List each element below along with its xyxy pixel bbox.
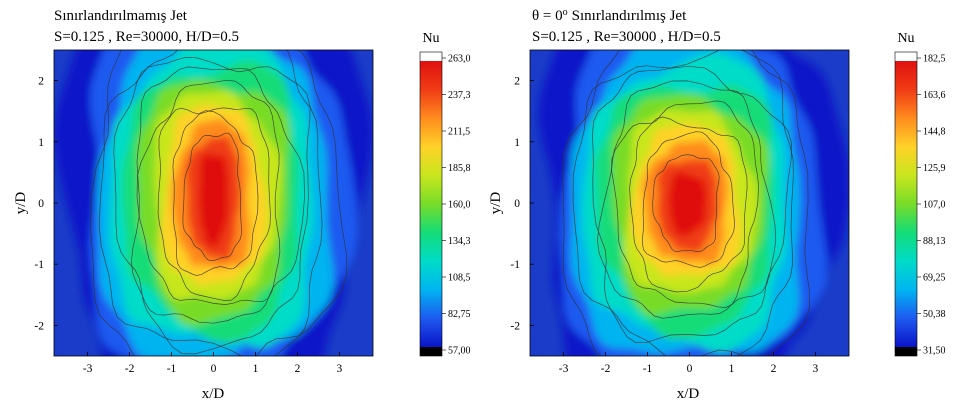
x-tick-label: 0 <box>211 363 217 375</box>
contour-line <box>597 80 777 319</box>
x-tick-label: -1 <box>167 363 177 375</box>
x-tick-label: 2 <box>295 363 301 375</box>
contour-line <box>642 131 735 268</box>
x-tick-label: 3 <box>813 363 819 375</box>
colorbar-tick-label: 108,5 <box>448 273 471 284</box>
colorbar-tick-label: 50,38 <box>923 309 946 320</box>
y-tick-label: 0 <box>38 198 44 210</box>
y-tick-label: -1 <box>510 259 520 271</box>
title-theta: θ = 0 <box>532 8 563 24</box>
colorbar-tick-label: 211,5 <box>448 127 470 138</box>
x-tick-label: 1 <box>729 363 735 375</box>
panel-title: Sınırlandırılmamış Jet <box>54 8 188 24</box>
colorbar-ticks: 182,5 163,6 144,8 125,9 107,0 88,13 69,25 50,38… <box>917 54 946 357</box>
x-axis-label: x/D <box>202 386 225 402</box>
x-ticks: -3 -2 -1 0 1 2 3 <box>559 352 819 375</box>
y-tick-label: -1 <box>34 259 44 271</box>
colorbar-tick-label: 237,3 <box>448 90 471 101</box>
colorbar-tick-label: 144,8 <box>923 127 946 138</box>
x-axis-label: x/D <box>677 386 700 402</box>
contour-line <box>611 100 759 308</box>
x-tick-label: 0 <box>687 363 693 375</box>
contour-line <box>572 50 794 356</box>
y-tick-label: -2 <box>510 320 520 332</box>
x-tick-label: -2 <box>125 363 135 375</box>
contour-line <box>629 116 748 293</box>
x-tick-label: -3 <box>559 363 569 375</box>
y-tick-label: -2 <box>34 320 44 332</box>
colorbar-tick-label: 69,25 <box>923 273 946 284</box>
contour-line <box>113 56 311 355</box>
contour-line <box>98 50 323 356</box>
contour-lines <box>562 50 810 356</box>
contour-line <box>652 154 720 252</box>
colorbar-tick-label: 160,0 <box>448 200 471 211</box>
contour-line <box>172 110 259 276</box>
y-ticks: -2 -1 0 1 2 <box>510 76 534 332</box>
y-tick-label: 2 <box>514 76 520 88</box>
y-tick-label: 1 <box>514 137 520 149</box>
panel-subtitle: S=0.125 , Re=30000 , H/D=0.5 <box>532 29 721 45</box>
colorbar-tick-label: 125,9 <box>923 163 946 174</box>
panel-unconfined: Sınırlandırılmamış Jet S=0.125 , Re=3000… <box>13 8 471 402</box>
colorbar-tick-label: 88,13 <box>923 236 946 247</box>
x-tick-label: -2 <box>601 363 611 375</box>
y-axis-label: y/D <box>488 192 504 215</box>
contour-line <box>182 132 242 261</box>
colorbar-ticks: 263,0 237,3 211,5 185,8 160,0 134,3 108,5 82,75… <box>442 54 471 357</box>
y-ticks: -2 -1 0 1 2 <box>34 76 58 332</box>
x-tick-label: 3 <box>337 363 343 375</box>
heatmap-band <box>198 151 229 248</box>
colorbar-label: Nu <box>897 31 914 46</box>
colorbar-tick-label: 107,0 <box>923 200 946 211</box>
contour-line <box>130 66 305 324</box>
title-degree: o <box>563 7 568 18</box>
x-tick-label: -3 <box>83 363 93 375</box>
heatmap-fill <box>538 50 849 356</box>
x-ticks: -3 -2 -1 0 1 2 3 <box>83 352 343 375</box>
colorbar <box>419 51 443 357</box>
heatmap-band <box>668 170 707 236</box>
contour-line <box>136 79 281 305</box>
panel-subtitle: S=0.125 , Re=30000, H/D=0.5 <box>54 29 239 45</box>
colorbar-tick-label: 82,75 <box>448 309 471 320</box>
colorbar-tick-label: 31,50 <box>923 346 946 357</box>
x-tick-label: 2 <box>771 363 777 375</box>
colorbar-tick-label: 182,5 <box>923 54 946 65</box>
colorbar-tick-label: 163,6 <box>923 90 946 101</box>
colorbar <box>894 51 918 357</box>
x-tick-label: -1 <box>643 363 653 375</box>
colorbar-tick-label: 263,0 <box>448 54 471 65</box>
title-text: Sınırlandırılmış Jet <box>572 8 687 24</box>
x-tick-label: 1 <box>253 363 259 375</box>
contour-line <box>157 107 271 301</box>
panel-confined: θ = 0o Sınırlandırılmış Jet S=0.125 , Re=… <box>488 7 946 402</box>
colorbar-tick-label: 57,00 <box>448 346 471 357</box>
y-tick-label: 2 <box>38 76 44 88</box>
panel-title: θ = 0o Sınırlandırılmış Jet <box>532 7 687 24</box>
y-axis-label: y/D <box>13 192 29 215</box>
y-tick-label: 1 <box>38 137 44 149</box>
contour-lines <box>90 50 348 356</box>
contour-line <box>90 50 348 356</box>
colorbar-tick-label: 134,3 <box>448 236 471 247</box>
y-tick-label: 0 <box>514 198 520 210</box>
colorbar-label: Nu <box>422 31 439 46</box>
heatmap-fill <box>54 50 373 356</box>
colorbar-tick-label: 185,8 <box>448 163 471 174</box>
